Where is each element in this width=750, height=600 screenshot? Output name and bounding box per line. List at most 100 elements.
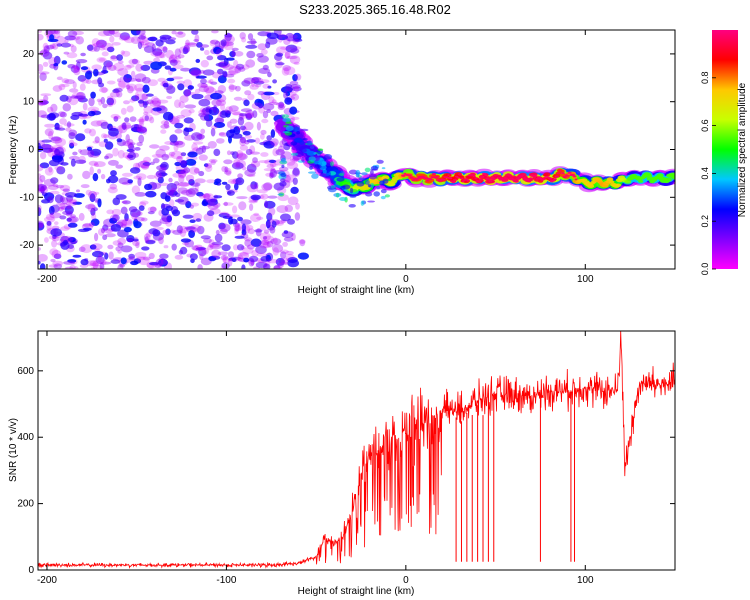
noise-blob (297, 252, 309, 260)
ridge-scatter (299, 140, 305, 145)
noise-blob (142, 256, 151, 261)
noise-blob (131, 185, 141, 195)
noise-blob (199, 253, 204, 260)
noise-blob (44, 128, 54, 137)
noise-blob (47, 106, 54, 113)
noise-blob (91, 64, 102, 71)
noise-blob (72, 151, 78, 156)
noise-blob (284, 174, 295, 183)
noise-blob (82, 223, 92, 227)
noise-blob (258, 106, 266, 114)
noise-blob (205, 197, 217, 204)
noise-blob (92, 250, 104, 258)
noise-blob (229, 214, 240, 218)
noise-blob (83, 227, 92, 231)
noise-blob (226, 150, 232, 156)
ridge-scatter (367, 200, 375, 203)
noise-blob (215, 229, 220, 235)
ridge-blob (671, 175, 675, 180)
ridge-blob (501, 179, 506, 182)
noise-blob (93, 161, 106, 168)
noise-blob (108, 30, 115, 35)
noise-blob (241, 264, 246, 269)
noise-blob (205, 162, 212, 169)
noise-blob (176, 114, 186, 119)
colorbar-swatch (712, 30, 738, 269)
noise-blob (191, 143, 198, 152)
noise-blob (89, 193, 96, 203)
noise-blob (260, 49, 268, 55)
snr-x-axis-label: Height of straight line (km) (298, 586, 415, 597)
noise-blob (93, 191, 100, 195)
noise-blob (91, 38, 100, 47)
noise-blob (263, 91, 275, 96)
noise-blob (275, 149, 285, 156)
noise-blob (135, 242, 140, 249)
noise-blob (138, 35, 146, 40)
noise-blob (220, 39, 227, 47)
ridge-scatter (349, 187, 354, 194)
noise-blob (160, 129, 167, 134)
ridge-scatter (376, 186, 381, 190)
noise-blob (80, 52, 86, 57)
noise-blob (195, 218, 202, 222)
ridge-scatter (380, 195, 386, 200)
noise-blob (262, 83, 270, 89)
ridge-blob (562, 175, 567, 179)
noise-blob (41, 139, 52, 143)
noise-blob (166, 190, 175, 196)
noise-blob (115, 194, 127, 200)
noise-blob (292, 38, 303, 43)
ridge-scatter (360, 200, 365, 206)
ridge-scatter (356, 181, 365, 187)
noise-blob (126, 105, 134, 113)
noise-blob (107, 46, 115, 53)
noise-blob (244, 121, 254, 131)
noise-blob (278, 261, 290, 265)
ridge-blob (614, 183, 622, 188)
noise-blob (284, 50, 291, 59)
noise-blob (96, 40, 108, 44)
noise-blob (270, 129, 276, 138)
noise-blob (38, 220, 44, 228)
ridge-scatter (313, 164, 322, 169)
ridge-scatter (351, 178, 359, 184)
noise-blob (291, 116, 300, 120)
noise-blob (65, 127, 72, 132)
noise-blob (108, 127, 119, 137)
noise-blob (267, 85, 272, 89)
noise-blob (262, 241, 271, 249)
noise-blob (266, 109, 272, 114)
noise-blob (221, 181, 228, 185)
noise-blob (117, 79, 130, 88)
noise-blob (203, 193, 210, 201)
snr-panel: -200 -100 0 100 0 200 400 600 Height of straig… (8, 330, 676, 597)
noise-blob (121, 122, 127, 130)
ridge-blob (425, 179, 430, 182)
noise-blob (174, 99, 181, 108)
noise-blob (239, 137, 247, 147)
noise-blob (150, 96, 159, 105)
noise-blob (135, 256, 146, 261)
noise-blob (272, 247, 279, 256)
noise-blob (68, 132, 76, 140)
noise-blob (225, 183, 231, 191)
noise-blob (290, 84, 301, 89)
noise-blob (234, 235, 245, 239)
noise-blob (291, 232, 296, 241)
noise-blob (38, 64, 44, 72)
noise-blob (113, 87, 123, 93)
noise-blob (235, 85, 241, 92)
ridge-blob (429, 178, 433, 181)
noise-blob (268, 159, 277, 163)
noise-blob (231, 47, 239, 52)
noise-blob (90, 148, 102, 156)
ridge-scatter (291, 146, 297, 151)
noise-blob (113, 116, 119, 122)
noise-blob (54, 194, 64, 204)
noise-blob (283, 236, 294, 242)
noise-blob (60, 162, 69, 166)
noise-blob (145, 240, 156, 245)
